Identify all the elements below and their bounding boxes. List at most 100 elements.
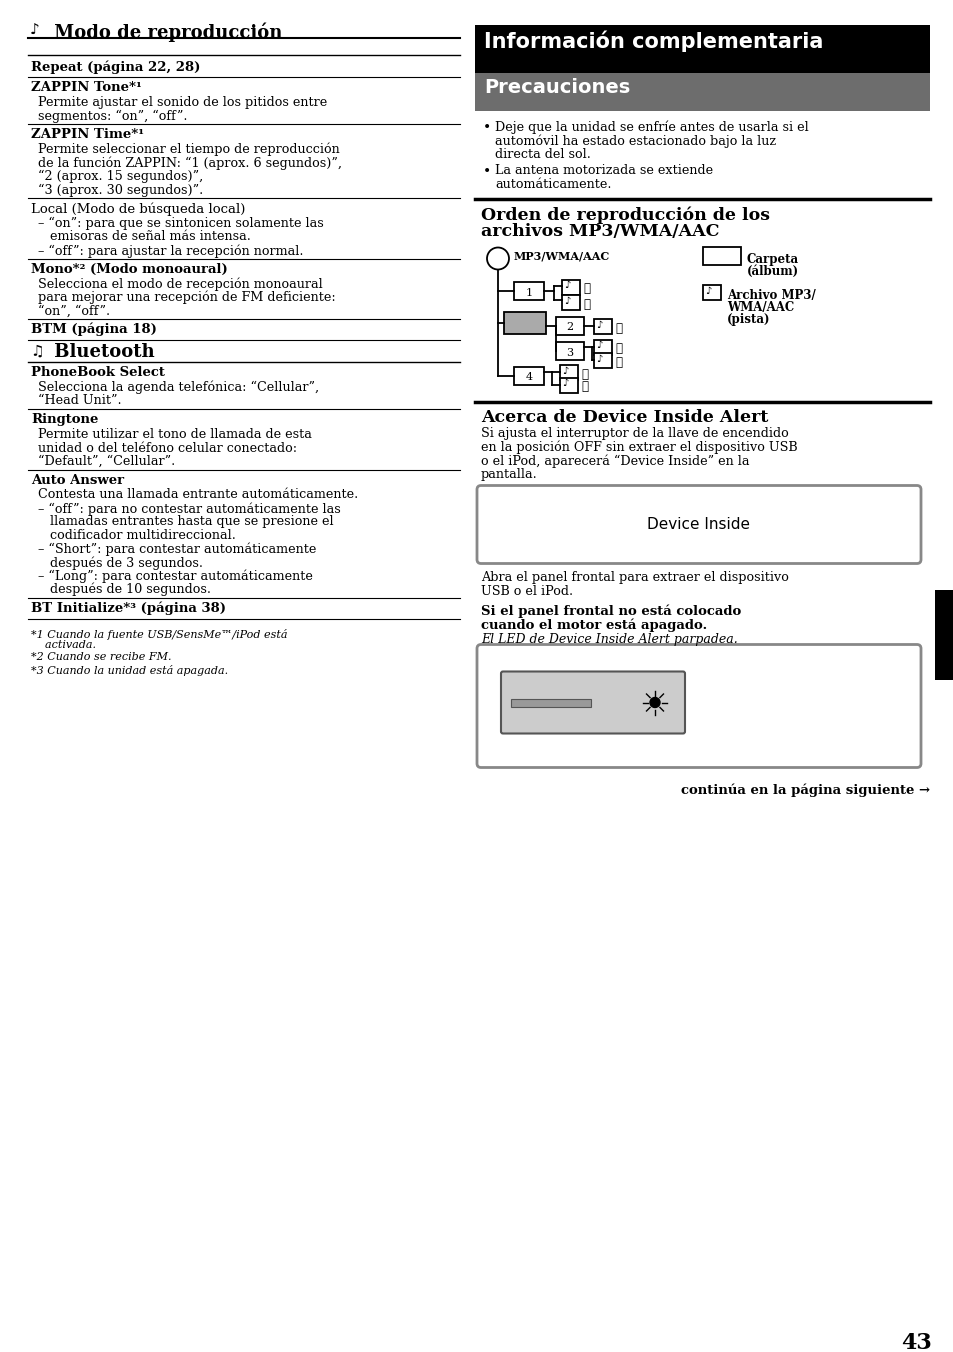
Circle shape [649,698,659,707]
FancyBboxPatch shape [476,485,920,564]
Text: Precauciones: Precauciones [483,78,630,97]
Text: – “Long”: para contestar automáticamente: – “Long”: para contestar automáticamente [38,569,313,583]
Text: Repeat (página 22, 28): Repeat (página 22, 28) [30,59,200,73]
Text: Mono*² (Modo monoaural): Mono*² (Modo monoaural) [30,262,228,276]
FancyBboxPatch shape [476,645,920,768]
Text: ♪: ♪ [704,287,711,296]
Text: 43: 43 [901,1332,931,1352]
Text: Permite seleccionar el tiempo de reproducción: Permite seleccionar el tiempo de reprodu… [38,143,339,157]
Text: – “Short”: para contestar automáticamente: – “Short”: para contestar automáticament… [38,542,316,556]
Text: •: • [482,165,491,178]
Bar [514,281,543,300]
Text: de la función ZAPPIN: “1 (aprox. 6 segundos)”,: de la función ZAPPIN: “1 (aprox. 6 segun… [38,157,341,170]
Text: codificador multidireccional.: codificador multidireccional. [38,529,235,542]
Bar [556,342,583,360]
Text: Auto Answer: Auto Answer [30,473,124,487]
Text: ④: ④ [615,342,621,356]
Text: directa del sol.: directa del sol. [495,147,590,161]
Text: Archivo MP3/: Archivo MP3/ [726,288,815,301]
Text: llamadas entrantes hasta que se presione el: llamadas entrantes hasta que se presione… [38,515,334,529]
Text: Carpeta: Carpeta [746,253,799,265]
Text: ♪: ♪ [596,354,601,364]
Text: ZAPPIN Time*¹: ZAPPIN Time*¹ [30,128,144,141]
Text: después de 3 segundos.: después de 3 segundos. [38,556,203,569]
Text: automóvil ha estado estacionado bajo la luz: automóvil ha estado estacionado bajo la … [495,134,776,147]
Text: (álbum): (álbum) [746,265,799,277]
Text: ⑤: ⑤ [615,356,621,369]
Text: ♪: ♪ [596,320,601,330]
Text: segmentos: “on”, “off”.: segmentos: “on”, “off”. [38,110,188,123]
Text: activada.: activada. [30,641,96,650]
Text: MP3/WMA/AAC: MP3/WMA/AAC [514,250,610,261]
Text: Local (Modo de búsqueda local): Local (Modo de búsqueda local) [30,201,245,215]
Text: ②: ② [582,297,589,311]
Bar [511,699,590,707]
Text: Si el panel frontal no está colocado: Si el panel frontal no está colocado [480,604,740,618]
Text: archivos MP3/WMA/AAC: archivos MP3/WMA/AAC [480,223,719,241]
Text: *2 Cuando se recibe FM.: *2 Cuando se recibe FM. [30,653,172,662]
Text: *3 Cuando la unidad está apagada.: *3 Cuando la unidad está apagada. [30,664,228,676]
Text: Modo de reproducción: Modo de reproducción [48,22,282,42]
Text: Bluetooth: Bluetooth [48,343,154,361]
Text: El LED de Device Inside Alert parpadea.: El LED de Device Inside Alert parpadea. [480,633,737,645]
Text: ①: ① [582,283,589,296]
Text: Ringtone: Ringtone [30,412,98,426]
Bar [559,377,578,392]
Text: – “on”: para que se sintonicen solamente las: – “on”: para que se sintonicen solamente… [38,218,323,230]
Text: ⑥: ⑥ [580,368,587,380]
Bar [475,24,929,73]
Text: – “off”: para no contestar automáticamente las: – “off”: para no contestar automáticamen… [38,502,340,515]
FancyBboxPatch shape [500,672,684,734]
Text: después de 10 segundos.: después de 10 segundos. [38,583,211,596]
Text: Si ajusta el interruptor de la llave de encendido: Si ajusta el interruptor de la llave de … [480,427,788,441]
Text: WMA/AAC: WMA/AAC [726,300,794,314]
Text: ♪: ♪ [596,342,601,350]
Text: ♪: ♪ [563,281,570,291]
Text: Acerca de Device Inside Alert: Acerca de Device Inside Alert [480,410,767,426]
Bar [556,316,583,334]
Text: La antena motorizada se extiende: La antena motorizada se extiende [495,165,713,177]
Text: “on”, “off”.: “on”, “off”. [38,304,110,318]
Text: 1: 1 [525,288,532,297]
Text: pantalla.: pantalla. [480,468,537,481]
Text: ♪: ♪ [30,24,40,38]
Text: Contesta una llamada entrante automáticamente.: Contesta una llamada entrante automática… [38,488,358,502]
Bar [702,284,720,300]
Text: ZAPPIN Tone*¹: ZAPPIN Tone*¹ [30,81,142,95]
Text: (pista): (pista) [726,312,770,326]
Text: •: • [482,120,491,135]
Text: BTM (página 18): BTM (página 18) [30,323,156,337]
Text: USB o el iPod.: USB o el iPod. [480,585,573,598]
Text: automáticamente.: automáticamente. [495,178,611,191]
Bar [561,280,579,295]
Text: – “off”: para ajustar la recepción normal.: – “off”: para ajustar la recepción norma… [38,243,303,257]
Text: ♪: ♪ [561,380,568,388]
Text: cuando el motor está apagado.: cuando el motor está apagado. [480,618,706,631]
Text: 3: 3 [566,347,573,357]
Bar [559,365,578,380]
Bar [475,73,929,111]
Bar [561,295,579,310]
Text: ♪: ♪ [563,296,570,306]
Text: Permite ajustar el sonido de los pitidos entre: Permite ajustar el sonido de los pitidos… [38,96,327,110]
Text: “Default”, “Cellular”.: “Default”, “Cellular”. [38,456,175,468]
Text: Permite utilizar el tono de llamada de esta: Permite utilizar el tono de llamada de e… [38,429,312,441]
Text: ♪: ♪ [561,366,568,376]
Bar [702,246,740,265]
Bar [594,353,612,368]
Text: Selecciona la agenda telefónica: “Cellular”,: Selecciona la agenda telefónica: “Cellul… [38,381,319,395]
Text: Orden de reproducción de los: Orden de reproducción de los [480,207,769,224]
Bar [503,311,545,334]
Text: ♫: ♫ [30,345,44,360]
Bar [594,319,612,334]
Text: unidad o del teléfono celular conectado:: unidad o del teléfono celular conectado: [38,442,296,454]
Bar [934,589,953,680]
Text: para mejorar una recepción de FM deficiente:: para mejorar una recepción de FM deficie… [38,291,335,304]
Text: ⑦: ⑦ [580,380,587,393]
Text: PhoneBook Select: PhoneBook Select [30,366,165,379]
Text: Abra el panel frontal para extraer el dispositivo: Abra el panel frontal para extraer el di… [480,572,788,584]
Text: Selecciona el modo de recepción monoaural: Selecciona el modo de recepción monoaura… [38,277,322,291]
Text: 4: 4 [525,373,532,383]
Text: “3 (aprox. 30 segundos)”.: “3 (aprox. 30 segundos)”. [38,184,203,197]
Text: 2: 2 [566,323,573,333]
